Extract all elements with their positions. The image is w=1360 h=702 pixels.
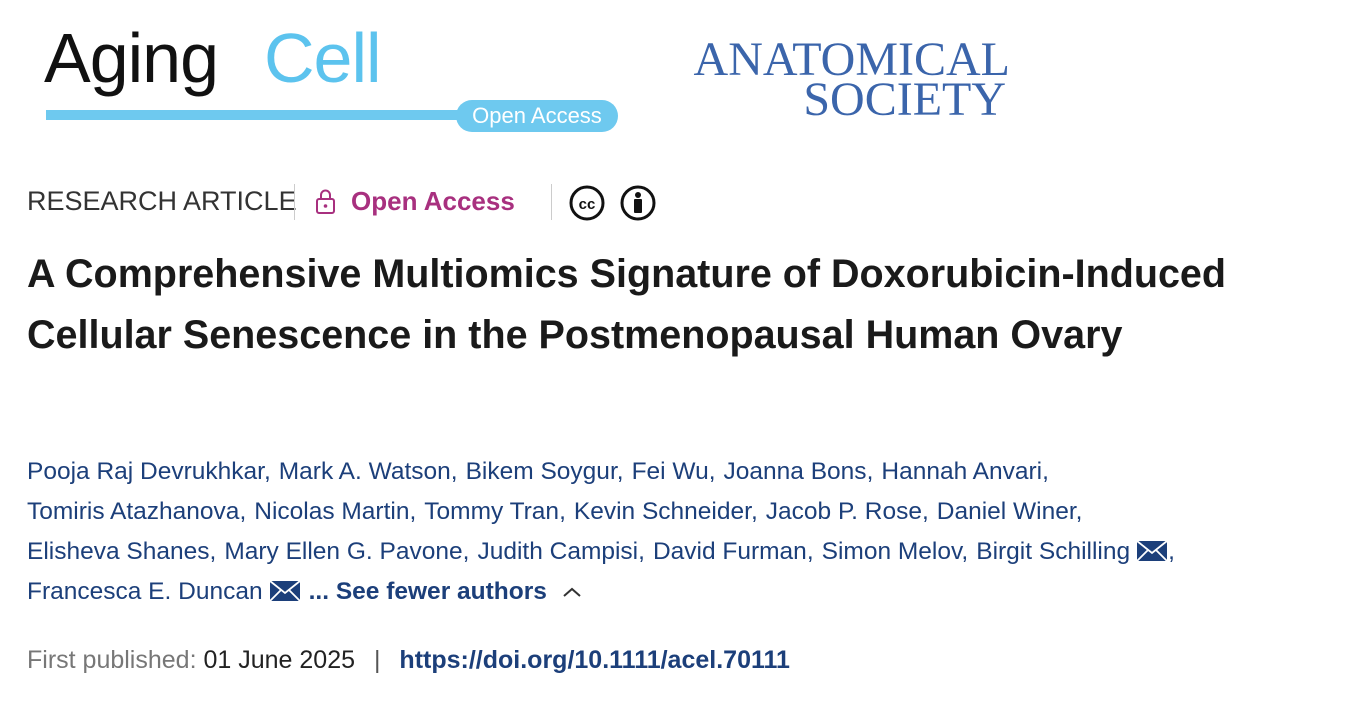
society-logo[interactable]: ANATOMICAL SOCIETY xyxy=(650,33,1010,126)
open-access: Open Access xyxy=(351,186,515,216)
author-name[interactable]: Fei Wu xyxy=(631,458,709,485)
author-line: Pooja Raj Devrukhkar, Mark A. Watson, Bike… xyxy=(27,452,1183,492)
logo-badge: Open Access xyxy=(456,100,618,132)
author-name[interactable]: Elisheva Shanes xyxy=(27,538,210,565)
comma: , xyxy=(638,538,645,565)
comma: , xyxy=(450,458,458,485)
comma: , xyxy=(462,538,470,565)
author-name[interactable]: Jacob P. Rose xyxy=(765,498,922,525)
doi-link[interactable]: https://doi.org/10.1111/acel.70111 xyxy=(399,646,790,674)
comma: , xyxy=(1168,538,1175,565)
author-name[interactable]: Mark A. Watson xyxy=(278,458,451,485)
author-line: Francesca E. Duncan ... See fewer authors xyxy=(27,572,1183,612)
logo-text: SOCIETY xyxy=(803,73,1006,126)
comma: , xyxy=(239,498,247,525)
lock-icon xyxy=(316,189,335,214)
author-name[interactable]: Kevin Schneider xyxy=(573,498,751,525)
comma: , xyxy=(806,538,814,565)
logo-text: Cell xyxy=(264,19,382,97)
author-name[interactable]: Tommy Tran xyxy=(424,498,560,525)
logo-text: Aging xyxy=(44,19,219,97)
license-icons[interactable]: cc xyxy=(568,184,658,222)
comma: , xyxy=(750,498,758,525)
divider xyxy=(551,184,552,220)
email-icon[interactable] xyxy=(1136,540,1168,562)
author-name[interactable]: Joanna Bons xyxy=(723,458,867,485)
author-name[interactable]: Judith Campisi xyxy=(477,538,639,565)
author-line: Tomiris Atazhanova, Nicolas Martin, Tommy … xyxy=(27,492,1183,532)
divider xyxy=(294,184,295,220)
comma: , xyxy=(559,498,566,525)
publication-line: First published: 01 June 2025 | https://… xyxy=(27,646,790,675)
article-title: A Comprehensive Multiomics Signature of … xyxy=(27,252,1227,357)
comma: , xyxy=(409,498,417,525)
published-label: First published: xyxy=(27,646,197,674)
divider: | xyxy=(373,646,381,674)
author-list: Pooja Raj Devrukhkar, Mark A. Watson, Bike… xyxy=(27,452,1183,612)
comma: , xyxy=(616,458,624,485)
author-line: Elisheva Shanes, Mary Ellen G. Pavone, Jud… xyxy=(27,532,1183,572)
svg-text:cc: cc xyxy=(579,196,596,213)
comma: , xyxy=(1042,458,1049,485)
toggle-authors[interactable]: ... See fewer authors xyxy=(308,578,547,605)
author-name[interactable]: Bikem Soygur xyxy=(465,458,617,485)
author-name[interactable]: Nicolas Martin xyxy=(254,498,410,525)
comma: , xyxy=(961,538,969,565)
comma: , xyxy=(921,498,929,525)
author-name[interactable]: Pooja Raj Devrukhkar xyxy=(27,458,264,485)
article-type: RESEARCH ARTICLE xyxy=(27,186,297,216)
author-name[interactable]: Mary Ellen G. Pavone xyxy=(224,538,463,565)
author-name[interactable]: Daniel Winer xyxy=(936,498,1076,525)
author-name[interactable]: Simon Melov xyxy=(821,538,962,565)
comma: , xyxy=(866,458,874,485)
comma: , xyxy=(1075,498,1083,525)
journal-logo[interactable]: Aging Cell Open Access xyxy=(44,18,624,138)
author-name[interactable]: Hannah Anvari xyxy=(881,458,1043,485)
chevron-up[interactable] xyxy=(561,585,583,599)
comma: , xyxy=(263,458,271,485)
email-icon[interactable] xyxy=(268,580,301,602)
comma: , xyxy=(209,538,217,565)
author-name[interactable]: Birgit Schilling xyxy=(976,538,1131,565)
logo-bar xyxy=(46,110,466,120)
logo-text: ANATOMICAL xyxy=(693,33,1010,86)
comma: , xyxy=(708,458,716,485)
author-name[interactable]: Tomiris Atazhanova xyxy=(27,498,240,525)
author-name[interactable]: Francesca E. Duncan xyxy=(27,578,263,605)
author-name[interactable]: David Furman xyxy=(652,538,807,565)
published-date: 01 June 2025 xyxy=(203,646,356,674)
